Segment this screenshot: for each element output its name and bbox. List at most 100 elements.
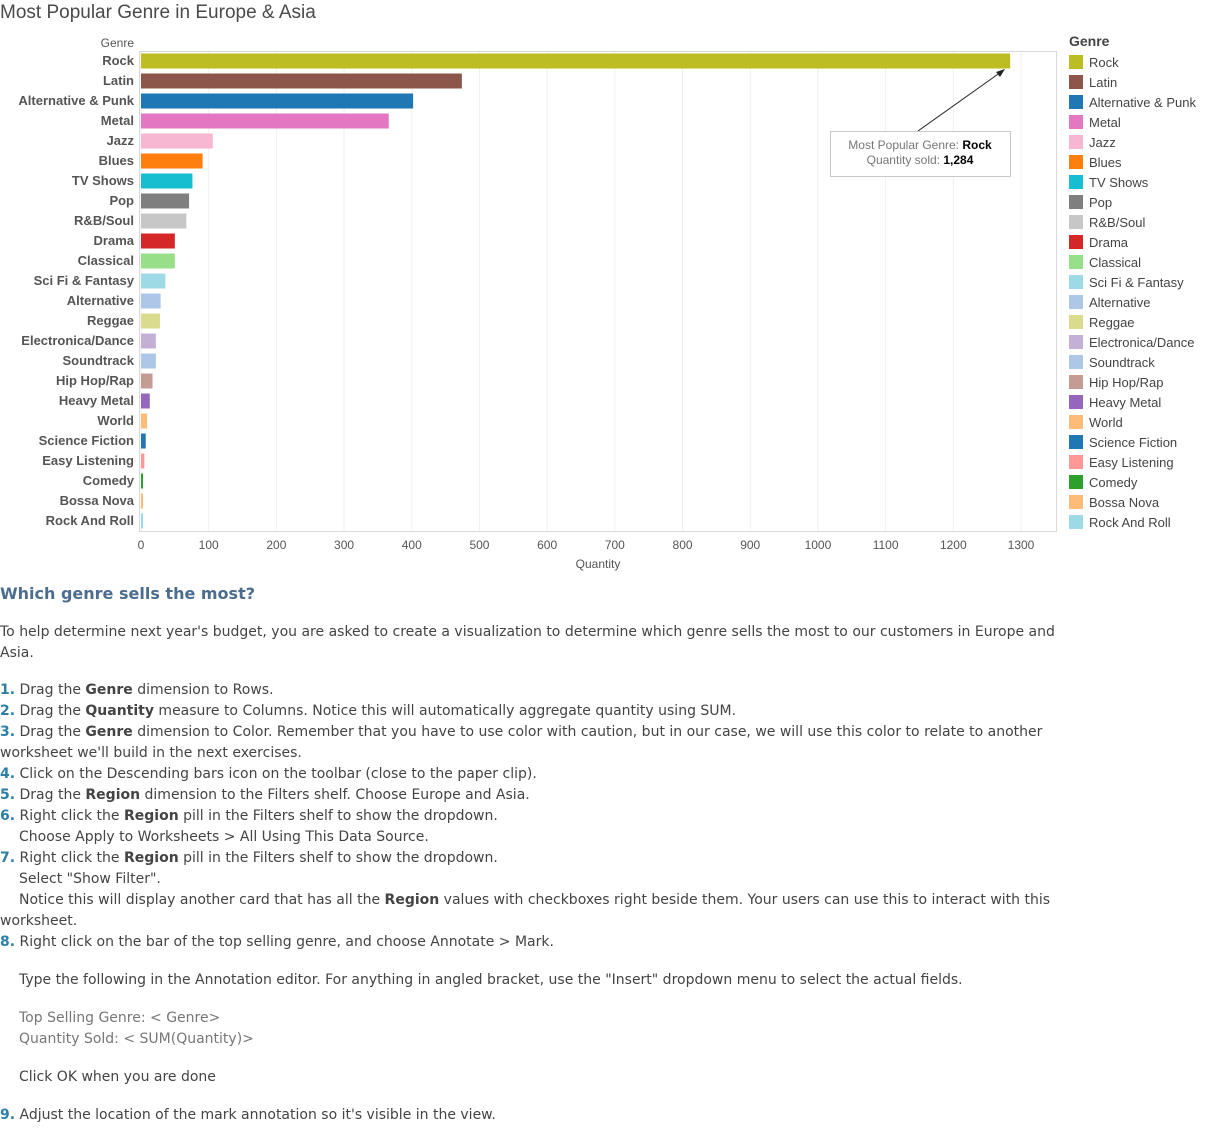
legend-swatch xyxy=(1069,315,1083,329)
bar-blues[interactable] xyxy=(141,153,203,169)
legend-item[interactable]: Metal xyxy=(1069,112,1208,132)
legend-item[interactable]: R&B/Soul xyxy=(1069,212,1208,232)
legend-label: Rock And Roll xyxy=(1089,514,1171,530)
bar-pop[interactable] xyxy=(141,193,190,209)
step-8-detail-1: Type the following in the Annotation edi… xyxy=(19,972,963,988)
legend-item[interactable]: Alternative & Punk xyxy=(1069,92,1208,112)
step-8-template-line-1: Top Selling Genre: < Genre> xyxy=(19,1010,221,1026)
bar-metal[interactable] xyxy=(141,113,389,129)
legend-label: Heavy Metal xyxy=(1089,394,1162,410)
step-5-number: 5. xyxy=(0,787,16,803)
legend-label: Drama xyxy=(1089,234,1129,250)
category-label: Latin xyxy=(103,73,134,88)
legend-label: Blues xyxy=(1089,154,1122,170)
step-2-number: 2. xyxy=(0,703,16,719)
category-label: Blues xyxy=(99,153,134,168)
legend-item[interactable]: Drama xyxy=(1069,232,1208,252)
step-9: 9. Adjust the location of the mark annot… xyxy=(0,1107,496,1123)
legend-item[interactable]: Rock And Roll xyxy=(1069,512,1208,532)
category-label: Electronica/Dance xyxy=(21,333,134,348)
bar-hip-hop-rap[interactable] xyxy=(141,373,153,389)
legend-item[interactable]: Latin xyxy=(1069,72,1208,92)
color-legend: Genre Rock Latin Alternative & Punk Metal Ja… xyxy=(1069,33,1208,532)
legend-item[interactable]: TV Shows xyxy=(1069,172,1208,192)
bar-electronica-dance[interactable] xyxy=(141,333,156,349)
bar-drama[interactable] xyxy=(141,233,175,249)
legend-item[interactable]: Classical xyxy=(1069,252,1208,272)
x-tick-label: 1300 xyxy=(1008,538,1035,552)
bar-world[interactable] xyxy=(141,413,148,429)
category-label: Soundtrack xyxy=(62,353,134,368)
legend-item[interactable]: Jazz xyxy=(1069,132,1208,152)
bar-rock[interactable] xyxy=(141,53,1011,69)
x-tick-label: 1000 xyxy=(805,538,832,552)
legend-item[interactable]: Alternative xyxy=(1069,292,1208,312)
legend-item[interactable]: Comedy xyxy=(1069,472,1208,492)
legend-label: Rock xyxy=(1089,54,1119,70)
legend-swatch xyxy=(1069,75,1083,89)
step-9-number: 9. xyxy=(0,1107,16,1123)
legend-label: Pop xyxy=(1089,194,1113,210)
bar-r-b-soul[interactable] xyxy=(141,213,187,229)
x-tick-label: 300 xyxy=(334,538,354,552)
step-3: 3. Drag the Genre dimension to Color. Re… xyxy=(0,724,1047,761)
bar-bossa-nova[interactable] xyxy=(141,493,144,509)
legend-label: Science Fiction xyxy=(1089,434,1178,450)
step-6-detail: Choose Apply to Worksheets > All Using T… xyxy=(19,829,429,845)
legend-item[interactable]: Pop xyxy=(1069,192,1208,212)
legend-item[interactable]: Blues xyxy=(1069,152,1208,172)
category-labels: Rock Latin Alternative & Punk Metal Jazz Blue… xyxy=(18,53,134,528)
legend-label: Alternative & Punk xyxy=(1089,94,1196,110)
step-3-number: 3. xyxy=(0,724,16,740)
legend-swatch xyxy=(1069,255,1083,269)
legend-swatch xyxy=(1069,295,1083,309)
legend-item[interactable]: Reggae xyxy=(1069,312,1208,332)
category-label: R&B/Soul xyxy=(74,213,134,228)
legend-swatch xyxy=(1069,475,1083,489)
legend-label: R&B/Soul xyxy=(1089,214,1146,230)
row-header: Genre xyxy=(101,36,135,50)
chart-title: Most Popular Genre in Europe & Asia xyxy=(0,2,316,23)
category-label: Easy Listening xyxy=(42,453,134,468)
bar-alternative[interactable] xyxy=(141,293,161,309)
legend-item[interactable]: Easy Listening xyxy=(1069,452,1208,472)
legend-item[interactable]: Heavy Metal xyxy=(1069,392,1208,412)
bar-tv-shows[interactable] xyxy=(141,173,193,189)
step-6: 6. Right click the Region pill in the Fi… xyxy=(0,808,498,824)
bar-science-fiction[interactable] xyxy=(141,433,146,449)
mark-annotation[interactable]: Most Popular Genre: Rock Quantity sold: … xyxy=(830,69,1011,177)
bar-easy-listening[interactable] xyxy=(141,453,145,469)
legend-swatch xyxy=(1069,235,1083,249)
legend-item[interactable]: Electronica/Dance xyxy=(1069,332,1208,352)
legend-label: Bossa Nova xyxy=(1089,494,1160,510)
bar-sci-fi-fantasy[interactable] xyxy=(141,273,166,289)
legend-item[interactable]: Science Fiction xyxy=(1069,432,1208,452)
bar-soundtrack[interactable] xyxy=(141,353,156,369)
bar-alternative-punk[interactable] xyxy=(141,93,414,109)
legend-item[interactable]: Rock xyxy=(1069,52,1208,72)
bar-latin[interactable] xyxy=(141,73,462,89)
bar-comedy[interactable] xyxy=(141,473,144,489)
annotation-line-2: Quantity sold: 1,284 xyxy=(867,153,974,167)
category-label: Hip Hop/Rap xyxy=(56,373,134,388)
bar-heavy-metal[interactable] xyxy=(141,393,150,409)
legend-item[interactable]: World xyxy=(1069,412,1208,432)
bar-reggae[interactable] xyxy=(141,313,160,329)
legend-item[interactable]: Sci Fi & Fantasy xyxy=(1069,272,1208,292)
legend-swatch xyxy=(1069,375,1083,389)
bar-classical[interactable] xyxy=(141,253,175,269)
legend-item[interactable]: Bossa Nova xyxy=(1069,492,1208,512)
category-label: Classical xyxy=(78,253,134,268)
bar-rock-and-roll[interactable] xyxy=(141,513,144,529)
legend-swatch xyxy=(1069,195,1083,209)
legend-label: Hip Hop/Rap xyxy=(1089,374,1164,390)
step-8-detail-2: Click OK when you are done xyxy=(19,1069,216,1085)
x-tick-label: 800 xyxy=(673,538,693,552)
annotation-arrow-line xyxy=(917,71,1002,132)
legend-item[interactable]: Soundtrack xyxy=(1069,352,1208,372)
legend-swatch xyxy=(1069,95,1083,109)
annotation-arrowhead xyxy=(996,69,1005,77)
legend-item[interactable]: Hip Hop/Rap xyxy=(1069,372,1208,392)
bar-jazz[interactable] xyxy=(141,133,213,149)
legend-swatch xyxy=(1069,495,1083,509)
